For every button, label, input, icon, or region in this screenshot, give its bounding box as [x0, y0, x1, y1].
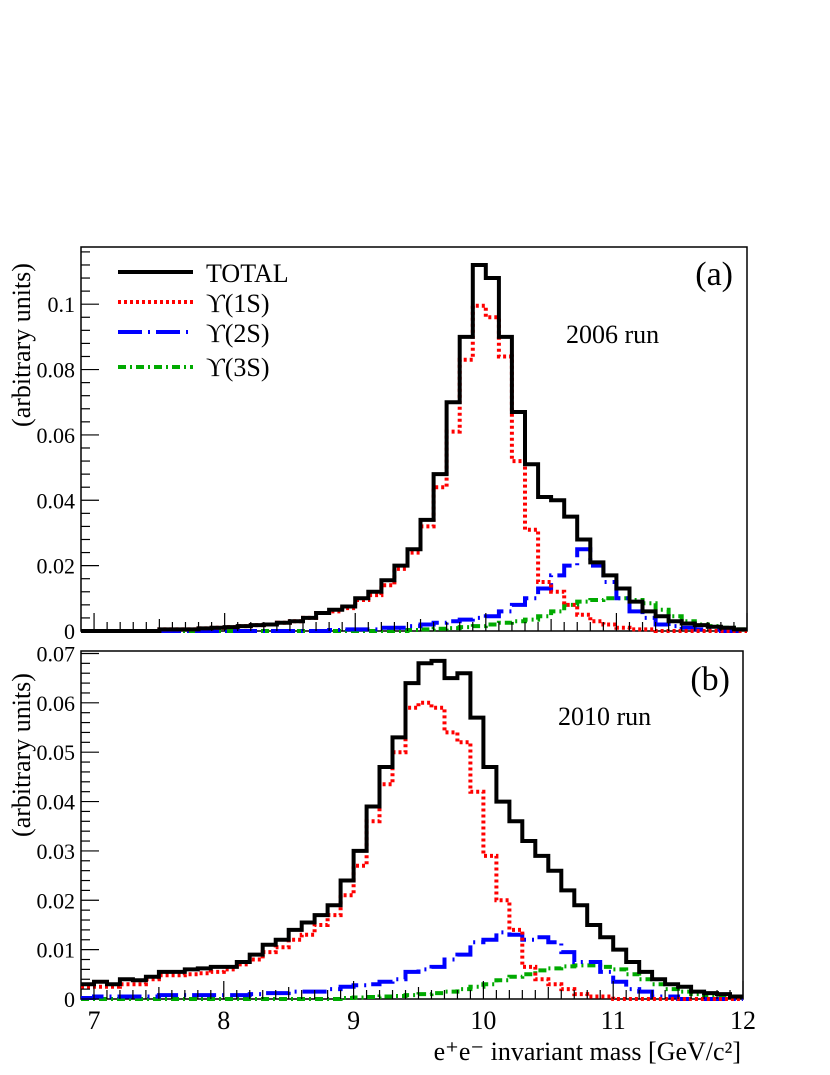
legend-3s-label: ϒ(3S): [206, 353, 270, 382]
panel-b-x-tick-label: 9: [347, 1006, 360, 1035]
panel-a-series-total: [81, 263, 747, 633]
panel-b-x-tick-label: 7: [87, 1006, 100, 1035]
panel-a-y-tick-label: 0.04: [37, 488, 76, 513]
panel-b-y-tick-label: 0.01: [37, 938, 76, 963]
panel-a-y-tick-label: 0.08: [37, 358, 76, 383]
panel-b-x-tick-label: 12: [730, 1006, 756, 1035]
panel-a-run-label: 2006 run: [566, 320, 659, 349]
panel-a: 0 0.02 0.04 0.06 0.08 0.1 (arbitrary units) (…: [7, 246, 748, 644]
panel-b: 00.010.020.030.040.050.060.07 7 8 9 10 11 12 …: [7, 641, 756, 1066]
panel-a-frame: [80, 246, 748, 632]
panel-b-run-label: 2010 run: [558, 702, 651, 731]
panel-b-y-axis-label: (arbitrary units): [7, 673, 36, 837]
panel-a-series-3s: [81, 596, 747, 633]
panel-b-y-axis: 0 0.01 0.02 0.03 0.04 0.05 0.06 0.07: [37, 641, 99, 1012]
panel-b-x-tick-label: 10: [470, 1006, 496, 1035]
panel-b-x-axis: 7 8 9 10 11 12: [87, 981, 756, 1035]
panel-b-frame: [80, 650, 744, 1000]
panel-b-y-tick-label: 0.06: [37, 691, 76, 716]
panel-b-y-tick-label: 0.04: [37, 790, 76, 815]
panel-b-series-2s: [81, 930, 743, 1001]
legend-total-label: TOTAL: [206, 259, 289, 288]
panel-b-y-tick-label: 0.03: [37, 839, 76, 864]
legend: TOTAL ϒ(1S) ϒ(2S) ϒ(3S): [118, 259, 289, 382]
panel-a-series-2s: [81, 547, 747, 633]
panel-b-series-total: [81, 658, 743, 999]
panel-b-y-tick-label: 0: [64, 987, 75, 1012]
panel-b-label: (b): [690, 661, 730, 698]
panel-b-y-tick-label: 0.07: [37, 641, 76, 666]
panel-a-label: (a): [695, 256, 733, 293]
panel-a-y-tick-label: 0.1: [48, 292, 76, 317]
legend-1s-label: ϒ(1S): [206, 289, 270, 318]
panel-b-series-1s: [81, 700, 743, 1001]
panel-a-x-axis: [93, 613, 748, 631]
x-axis-title: e⁺e⁻ invariant mass [GeV/c²]: [434, 1037, 741, 1066]
panel-a-y-tick-label: 0: [64, 619, 75, 644]
panel-b-y-tick-label: 0.02: [37, 888, 76, 913]
panel-a-y-tick-label: 0.02: [37, 554, 76, 579]
legend-2s-label: ϒ(2S): [206, 319, 270, 348]
panel-a-y-axis-label: (arbitrary units): [7, 263, 36, 427]
panel-a-series-1s: [81, 303, 747, 633]
panel-b-y-tick-label: 0.05: [37, 740, 76, 765]
panel-b-x-tick-label: 8: [217, 1006, 230, 1035]
panel-a-y-tick-label: 0.06: [37, 423, 76, 448]
panel-a-y-axis: 0 0.02 0.04 0.06 0.08 0.1: [37, 251, 99, 644]
panel-b-series: [81, 658, 743, 1001]
panel-b-x-tick-label: 11: [601, 1006, 626, 1035]
